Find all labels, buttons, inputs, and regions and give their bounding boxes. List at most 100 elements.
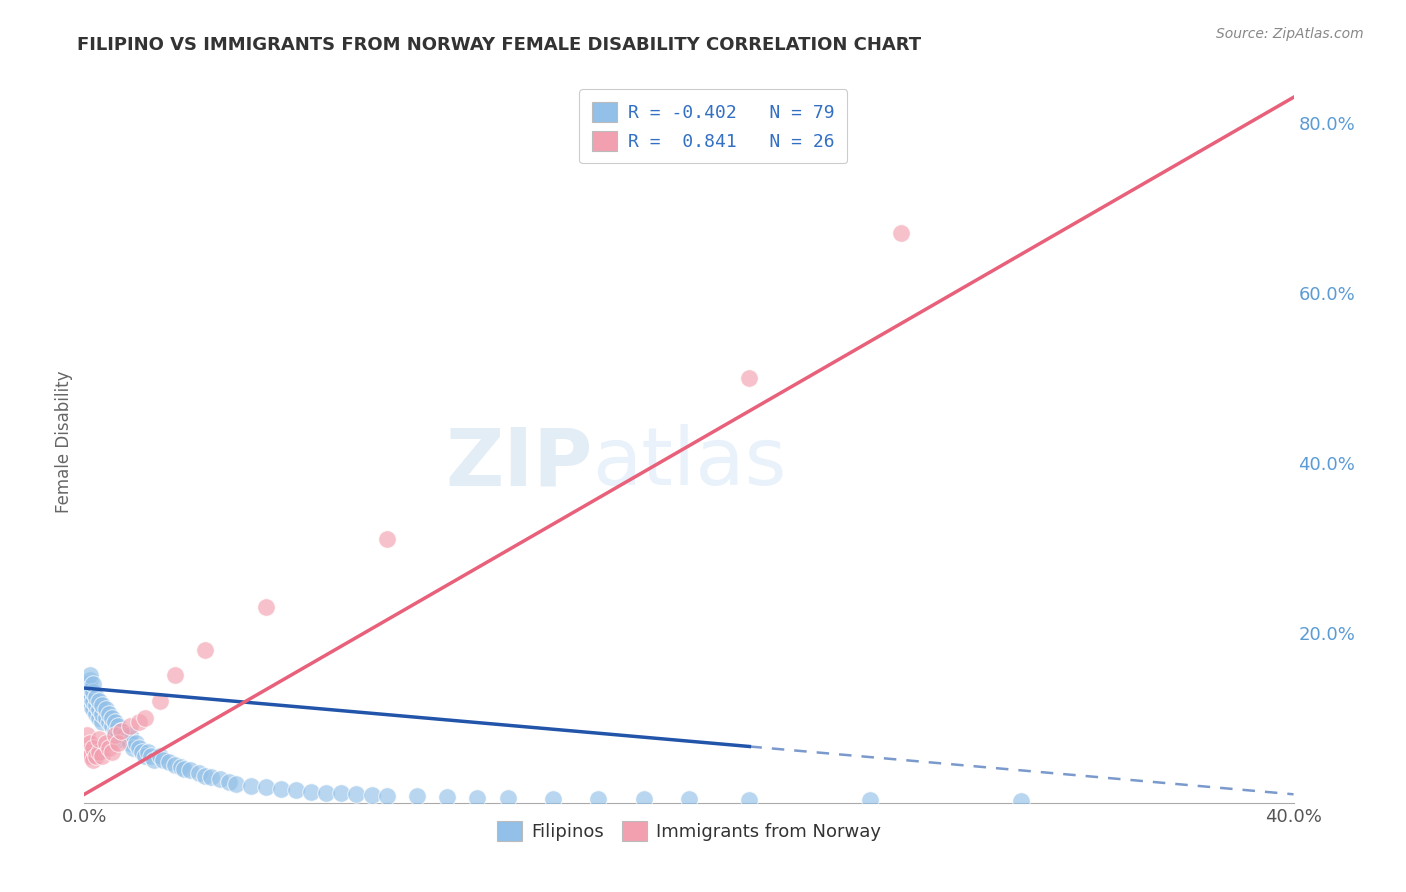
Point xyxy=(678,792,700,806)
Point xyxy=(360,788,382,802)
Point xyxy=(82,677,104,691)
Point xyxy=(112,728,135,742)
Point xyxy=(89,745,111,759)
Point xyxy=(859,793,882,807)
Point xyxy=(330,787,353,801)
Point xyxy=(97,714,120,729)
Point xyxy=(115,732,138,747)
Point xyxy=(79,668,101,682)
Point xyxy=(82,740,104,755)
Point xyxy=(346,787,368,801)
Point xyxy=(285,783,308,797)
Point xyxy=(194,642,217,657)
Point xyxy=(738,371,761,385)
Point xyxy=(100,711,122,725)
Text: Source: ZipAtlas.com: Source: ZipAtlas.com xyxy=(1216,27,1364,41)
Point xyxy=(79,698,101,712)
Point xyxy=(89,732,111,747)
Point xyxy=(170,760,193,774)
Point xyxy=(89,711,111,725)
Point xyxy=(97,740,120,755)
Point xyxy=(496,790,519,805)
Point xyxy=(188,766,211,780)
Legend: Filipinos, Immigrants from Norway: Filipinos, Immigrants from Norway xyxy=(489,814,889,848)
Point xyxy=(104,723,127,738)
Point xyxy=(128,714,150,729)
Text: atlas: atlas xyxy=(592,425,786,502)
Point xyxy=(149,694,172,708)
Point xyxy=(104,714,127,729)
Point xyxy=(86,749,108,764)
Point xyxy=(82,702,104,716)
Point xyxy=(165,757,187,772)
Point xyxy=(375,533,398,547)
Point xyxy=(94,702,117,716)
Point xyxy=(218,774,240,789)
Point xyxy=(118,719,141,733)
Point xyxy=(91,706,114,721)
Point xyxy=(139,749,162,764)
Point xyxy=(738,793,761,807)
Point xyxy=(149,749,172,764)
Point xyxy=(91,749,114,764)
Point xyxy=(97,706,120,721)
Point xyxy=(406,789,429,803)
Point xyxy=(633,792,655,806)
Point xyxy=(239,779,262,793)
Point xyxy=(86,706,108,721)
Point xyxy=(315,786,337,800)
Point xyxy=(134,711,156,725)
Point xyxy=(121,740,143,755)
Point xyxy=(179,764,201,778)
Point xyxy=(94,736,117,750)
Text: FILIPINO VS IMMIGRANTS FROM NORWAY FEMALE DISABILITY CORRELATION CHART: FILIPINO VS IMMIGRANTS FROM NORWAY FEMAL… xyxy=(77,36,921,54)
Point xyxy=(254,600,277,615)
Point xyxy=(128,740,150,755)
Point xyxy=(194,769,217,783)
Point xyxy=(118,728,141,742)
Point xyxy=(82,694,104,708)
Point xyxy=(82,753,104,767)
Point xyxy=(110,723,132,738)
Point xyxy=(134,749,156,764)
Point xyxy=(125,736,148,750)
Y-axis label: Female Disability: Female Disability xyxy=(55,370,73,513)
Point xyxy=(76,677,98,691)
Point xyxy=(1011,794,1033,808)
Point xyxy=(541,791,564,805)
Point xyxy=(104,728,127,742)
Point xyxy=(79,673,101,687)
Point xyxy=(375,789,398,803)
Point xyxy=(86,698,108,712)
Text: ZIP: ZIP xyxy=(444,425,592,502)
Point xyxy=(299,785,322,799)
Point xyxy=(254,780,277,795)
Point xyxy=(152,753,174,767)
Point xyxy=(209,772,232,786)
Point xyxy=(436,789,458,804)
Point xyxy=(225,777,247,791)
Point xyxy=(157,755,180,769)
Point xyxy=(76,745,98,759)
Point xyxy=(82,685,104,699)
Point xyxy=(131,745,153,759)
Point xyxy=(89,702,111,716)
Point xyxy=(142,753,165,767)
Point xyxy=(79,736,101,750)
Point xyxy=(79,681,101,695)
Point xyxy=(79,690,101,704)
Point xyxy=(173,762,195,776)
Point xyxy=(588,791,610,805)
Point xyxy=(100,745,122,759)
Point xyxy=(76,728,98,742)
Point xyxy=(107,736,129,750)
Point xyxy=(467,790,489,805)
Point xyxy=(79,749,101,764)
Point xyxy=(136,745,159,759)
Point xyxy=(107,719,129,733)
Point xyxy=(118,736,141,750)
Point xyxy=(100,719,122,733)
Point xyxy=(91,698,114,712)
Point xyxy=(89,694,111,708)
Point xyxy=(107,728,129,742)
